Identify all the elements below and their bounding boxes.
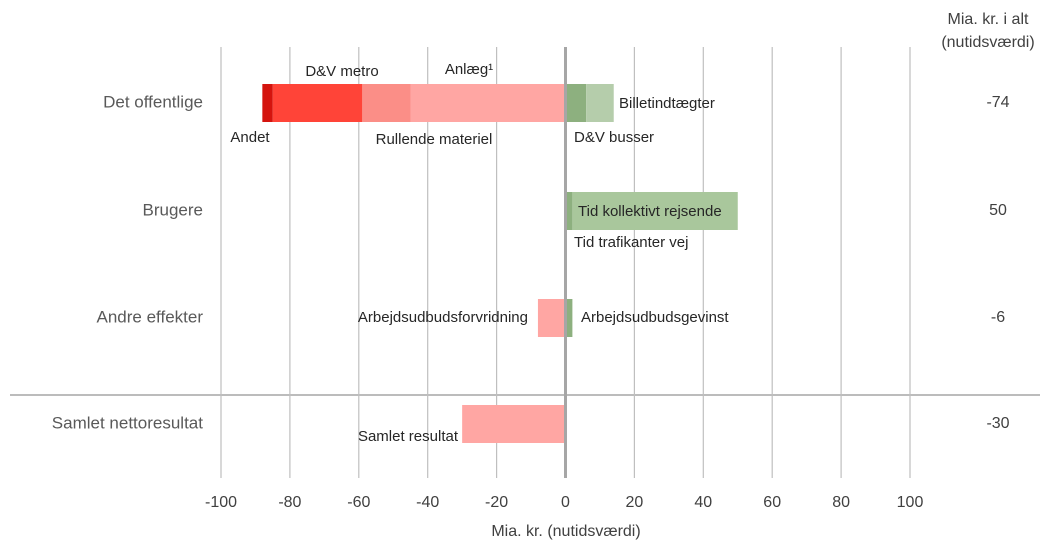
segment-label: Arbejdsudbudsgevinst [581,309,729,326]
bar-segment [565,192,573,230]
x-axis-title: Mia. kr. (nutidsværdi) [491,523,640,540]
x-tick-label: -80 [278,494,301,511]
x-tick-label: 20 [626,494,644,511]
bar-segment [262,84,273,122]
segment-label: Billetindtægter [619,95,715,112]
x-tick-label: -20 [485,494,508,511]
bar-segment [410,84,566,122]
bar-segment [586,84,614,122]
bar-segment [537,299,566,337]
x-tick-label: 40 [694,494,712,511]
x-tick-label: -60 [347,494,370,511]
segment-label: Tid kollektivt rejsende [578,203,722,220]
segment-label: Tid trafikanter vej [574,234,689,251]
category-label: Brugere [143,200,203,219]
total-label: 50 [989,202,1007,219]
bar-segment [565,299,573,337]
bar-segment [462,405,566,443]
segment-label: Andet [230,129,270,146]
category-label: Samlet nettoresultat [52,413,203,432]
bar-segment [362,84,411,122]
total-label: -74 [986,94,1009,111]
bar-segment [572,192,738,230]
bar-segment [565,84,587,122]
segment-label: Rullende materiel [376,131,493,148]
segment-label: Anlæg¹ [445,61,493,78]
x-tick-label: 100 [897,494,924,511]
segment-label: Arbejdsudbudsforvridning [358,309,528,326]
totals-header: (nutidsværdi) [941,34,1034,51]
category-label: Andre effekter [97,307,204,326]
x-tick-label: 80 [832,494,850,511]
x-tick-label: -40 [416,494,439,511]
bar-segment [272,84,363,122]
totals-header: Mia. kr. i alt [948,11,1029,28]
segment-label: D&V metro [305,63,378,80]
x-tick-label: 60 [763,494,781,511]
total-label: -30 [986,415,1009,432]
total-label: -6 [991,309,1005,326]
segment-label: Samlet resultat [358,428,459,445]
x-tick-label: -100 [205,494,237,511]
category-label: Det offentlige [103,92,203,111]
x-tick-label: 0 [561,494,570,511]
segment-label: D&V busser [574,129,654,146]
